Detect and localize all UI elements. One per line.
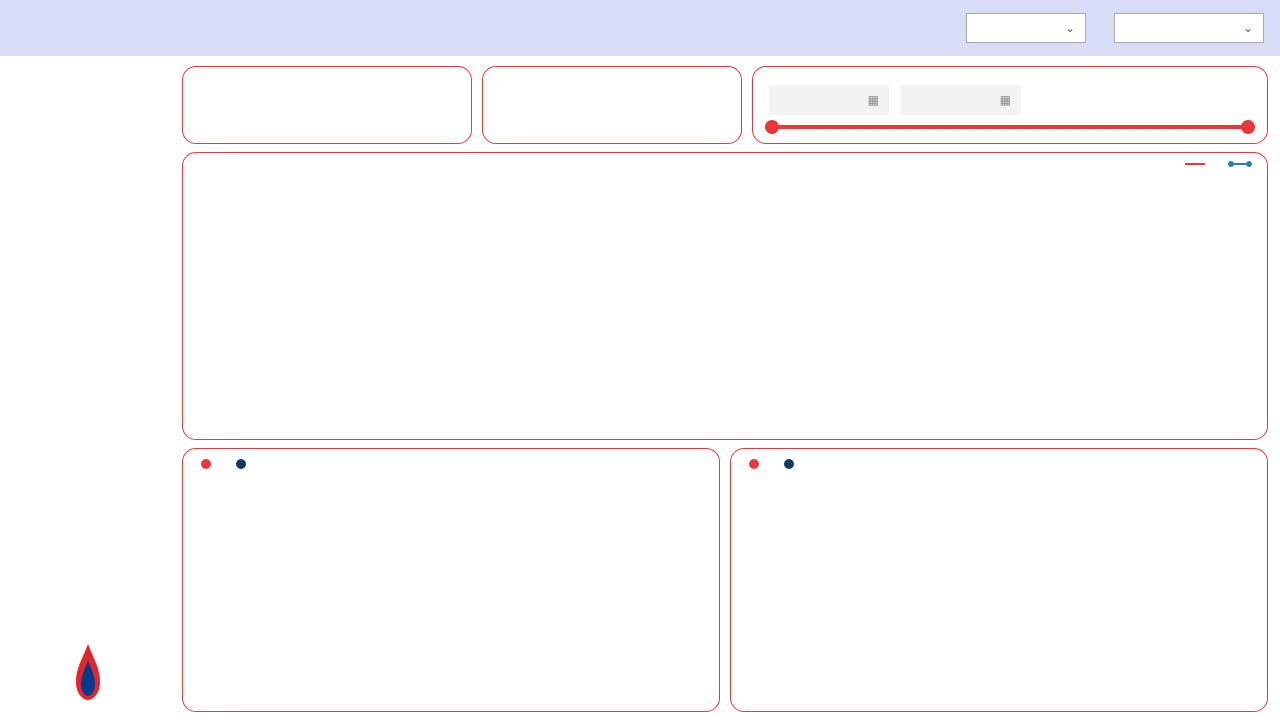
main-content: ▦ ▦ [176, 56, 1280, 720]
legend-actual [1185, 163, 1210, 165]
bottom-right-chart [743, 471, 1255, 643]
bottom-left-chart [195, 471, 707, 643]
model-dropdown[interactable]: ⌄ [1114, 13, 1264, 43]
main-chart-panel [182, 152, 1268, 440]
bottom-left-panel [182, 448, 720, 712]
flame-icon [68, 642, 108, 702]
date-to-input[interactable]: ▦ [901, 85, 1021, 115]
bl-legend [201, 459, 707, 469]
next-adjustment-card [182, 66, 472, 144]
sidebar [0, 56, 176, 720]
legend-forecast [1230, 163, 1255, 165]
date-range-card: ▦ ▦ [752, 66, 1268, 144]
calendar-icon: ▦ [868, 93, 879, 107]
product-dropdown[interactable]: ⌄ [966, 13, 1086, 43]
bl-legend-forecast [201, 459, 216, 469]
main-chart-legend [195, 163, 1255, 165]
date-slider[interactable] [769, 125, 1251, 129]
br-legend [749, 459, 1255, 469]
logo [10, 642, 166, 710]
header: ⌄ ⌄ [0, 0, 1280, 56]
date-from-input[interactable]: ▦ [769, 85, 889, 115]
br-legend-forecast [749, 459, 764, 469]
calendar-icon: ▦ [1000, 93, 1011, 107]
slider-thumb-right[interactable] [1241, 120, 1255, 134]
chevron-down-icon: ⌄ [1243, 21, 1253, 35]
bottom-right-panel [730, 448, 1268, 712]
header-controls: ⌄ ⌄ [952, 13, 1264, 43]
br-legend-actual [784, 459, 799, 469]
chevron-down-icon: ⌄ [1065, 21, 1075, 35]
slider-thumb-left[interactable] [765, 120, 779, 134]
price-card [482, 66, 742, 144]
bl-legend-actual [236, 459, 251, 469]
main-chart [195, 167, 1245, 409]
